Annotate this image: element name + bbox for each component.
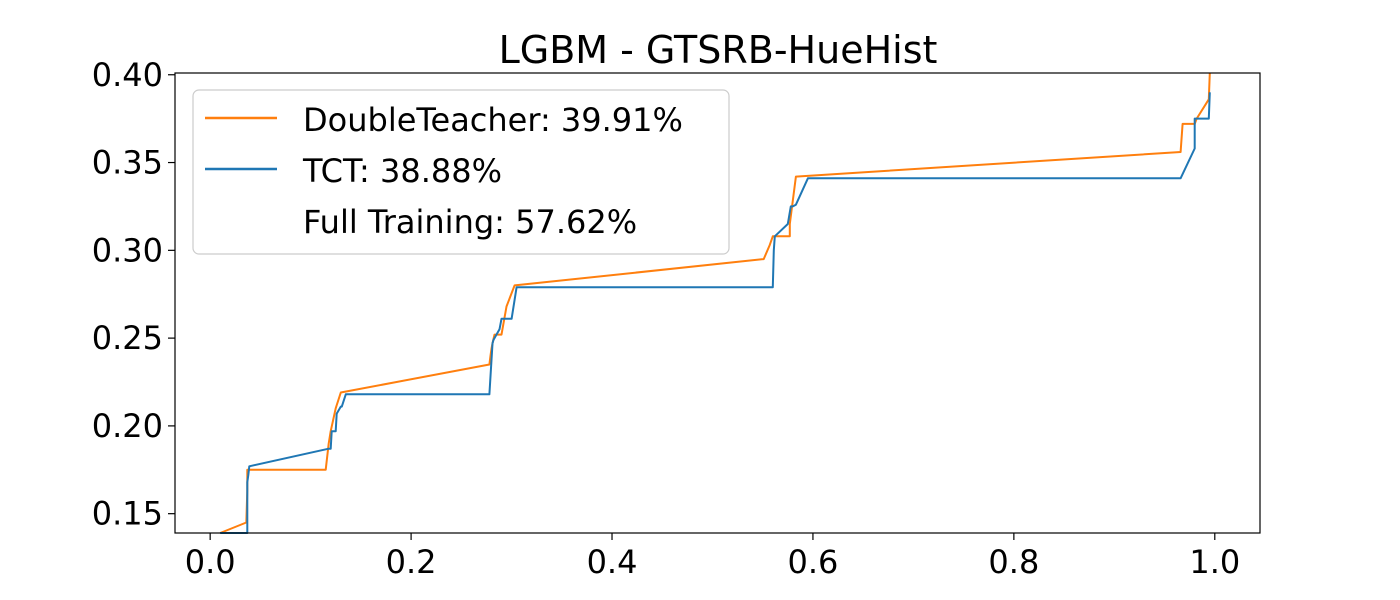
x-tick-label: 0.6 bbox=[787, 543, 838, 581]
legend-box bbox=[192, 89, 730, 255]
x-tick-label: 0.8 bbox=[988, 543, 1039, 581]
y-tick-label: 0.20 bbox=[92, 407, 163, 445]
chart-title: LGBM - GTSRB-HueHist bbox=[499, 28, 938, 72]
legend-label-doubleteacher: DoubleTeacher: 39.91% bbox=[303, 101, 683, 139]
plot-series bbox=[219, 72, 1211, 534]
x-tick-label: 0.0 bbox=[185, 543, 236, 581]
y-tick-label: 0.40 bbox=[92, 56, 163, 94]
y-tick-label: 0.30 bbox=[92, 231, 163, 269]
y-axis: 0.15 0.20 0.25 0.30 0.35 0.40 bbox=[92, 56, 175, 533]
legend-label-full-training: Full Training: 57.62% bbox=[303, 203, 637, 241]
legend: DoubleTeacher: 39.91% TCT: 38.88% Full T… bbox=[192, 89, 730, 255]
plot-frame bbox=[174, 72, 1261, 534]
x-tick-label: 1.0 bbox=[1189, 543, 1240, 581]
series-line-tct bbox=[220, 92, 1211, 534]
y-tick-label: 0.15 bbox=[92, 495, 163, 533]
x-axis: 0.0 0.2 0.4 0.6 0.8 1.0 bbox=[185, 533, 1240, 581]
x-tick-label: 0.2 bbox=[386, 543, 437, 581]
x-tick-label: 0.4 bbox=[587, 543, 638, 581]
series-line-doubleteacher bbox=[219, 72, 1211, 534]
legend-label-tct: TCT: 38.88% bbox=[302, 152, 502, 190]
y-tick-label: 0.35 bbox=[92, 144, 163, 182]
y-tick-label: 0.25 bbox=[92, 319, 163, 357]
